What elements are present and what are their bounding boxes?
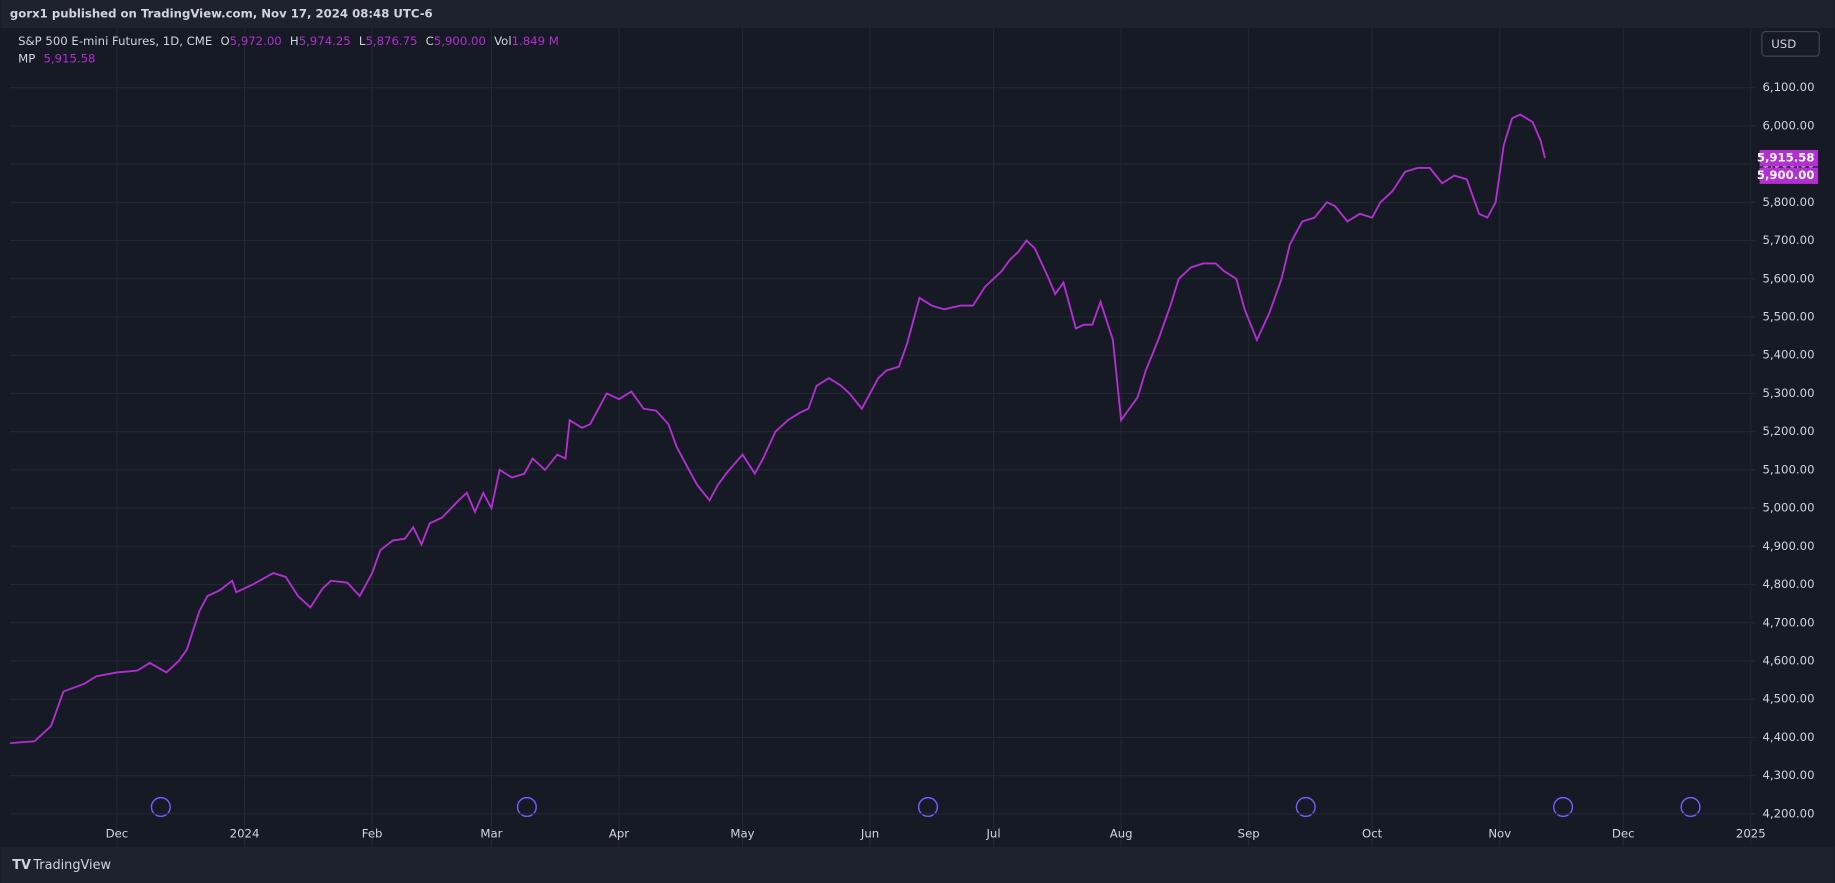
legend-value: 5,972.00 [230, 33, 282, 47]
legend-symbol: S&P 500 E-mini Futures, 1D, CME [18, 33, 212, 47]
y-tick-label: 5,300.00 [1762, 386, 1814, 400]
x-tick-label: Nov [1488, 826, 1511, 840]
y-tick-label: 5,800.00 [1762, 195, 1814, 209]
legend-key: C [426, 33, 434, 47]
currency-button[interactable] [1761, 30, 1820, 57]
y-tick-label: 5,600.00 [1762, 271, 1814, 285]
y-tick-label: 5,500.00 [1762, 310, 1814, 324]
y-tick-label: 6,000.00 [1762, 118, 1814, 132]
y-tick-label: 5,400.00 [1762, 348, 1814, 362]
x-tick-label: 2025 [1736, 826, 1766, 840]
x-tick-label: Oct [1362, 826, 1383, 840]
x-tick-label: Apr [609, 826, 629, 840]
x-tick-label: Aug [1110, 826, 1133, 840]
mp-legend: MP 5,915.58 [18, 51, 95, 65]
y-tick-label: 5,100.00 [1762, 462, 1814, 476]
legend-key: L [359, 33, 366, 47]
x-tick-label: Jul [985, 826, 1000, 840]
footer-logo: TV [12, 858, 31, 873]
publish-header: gorx1 published on TradingView.com, Nov … [10, 7, 433, 21]
price-tag-label: 5,915.58 [1757, 151, 1815, 165]
price-line [9, 113, 1546, 745]
legend-key: O [220, 33, 229, 47]
price-tag [1759, 149, 1819, 167]
x-tick-label: Dec [106, 826, 129, 840]
x-tick-label: May [730, 826, 754, 840]
mp-name: MP [18, 51, 35, 65]
x-tick-label: 2024 [230, 826, 260, 840]
y-tick-label: 4,600.00 [1762, 653, 1814, 667]
legend-key: H [290, 33, 299, 47]
footer-brand: TradingView [32, 858, 111, 873]
price-tag-label: 5,900.00 [1757, 168, 1815, 182]
currency[interactable]: USD [1771, 37, 1796, 51]
y-tick-label: 4,800.00 [1762, 577, 1814, 591]
y-tick-label: 4,500.00 [1762, 692, 1814, 706]
x-tick-label: Feb [362, 826, 383, 840]
top-bar [0, 0, 1835, 29]
legend-value: 5,974.25 [299, 33, 351, 47]
y-tick-label: 5,200.00 [1762, 424, 1814, 438]
y-tick-label: 4,300.00 [1762, 768, 1814, 782]
x-tick-label: Sep [1238, 826, 1260, 840]
x-tick-label: Mar [480, 826, 502, 840]
legend-value: 5,876.75 [365, 33, 417, 47]
legend-value: 1.849 M [512, 33, 559, 47]
event-icons [150, 796, 1701, 818]
y-tick-label: 4,400.00 [1762, 730, 1814, 744]
legend-value: 5,900.00 [434, 33, 486, 47]
y-tick-label: 5,000.00 [1762, 501, 1814, 515]
x-tick-label: Dec [1612, 826, 1635, 840]
price-tag [1759, 167, 1819, 184]
y-tick-label: 4,900.00 [1762, 539, 1814, 553]
legend: S&P 500 E-mini Futures, 1D, CME O5,972.00… [18, 33, 559, 47]
y-tick-label: 6,100.00 [1762, 80, 1814, 94]
y-tick-label: 5,700.00 [1762, 233, 1814, 247]
x-tick-label: Jun [860, 826, 879, 840]
mp-value: 5,915.58 [43, 51, 95, 65]
footer-bar [0, 846, 1835, 883]
y-tick-label: 4,700.00 [1762, 615, 1814, 629]
legend-key: Vol [494, 33, 512, 47]
y-tick-label: 4,200.00 [1762, 806, 1814, 820]
